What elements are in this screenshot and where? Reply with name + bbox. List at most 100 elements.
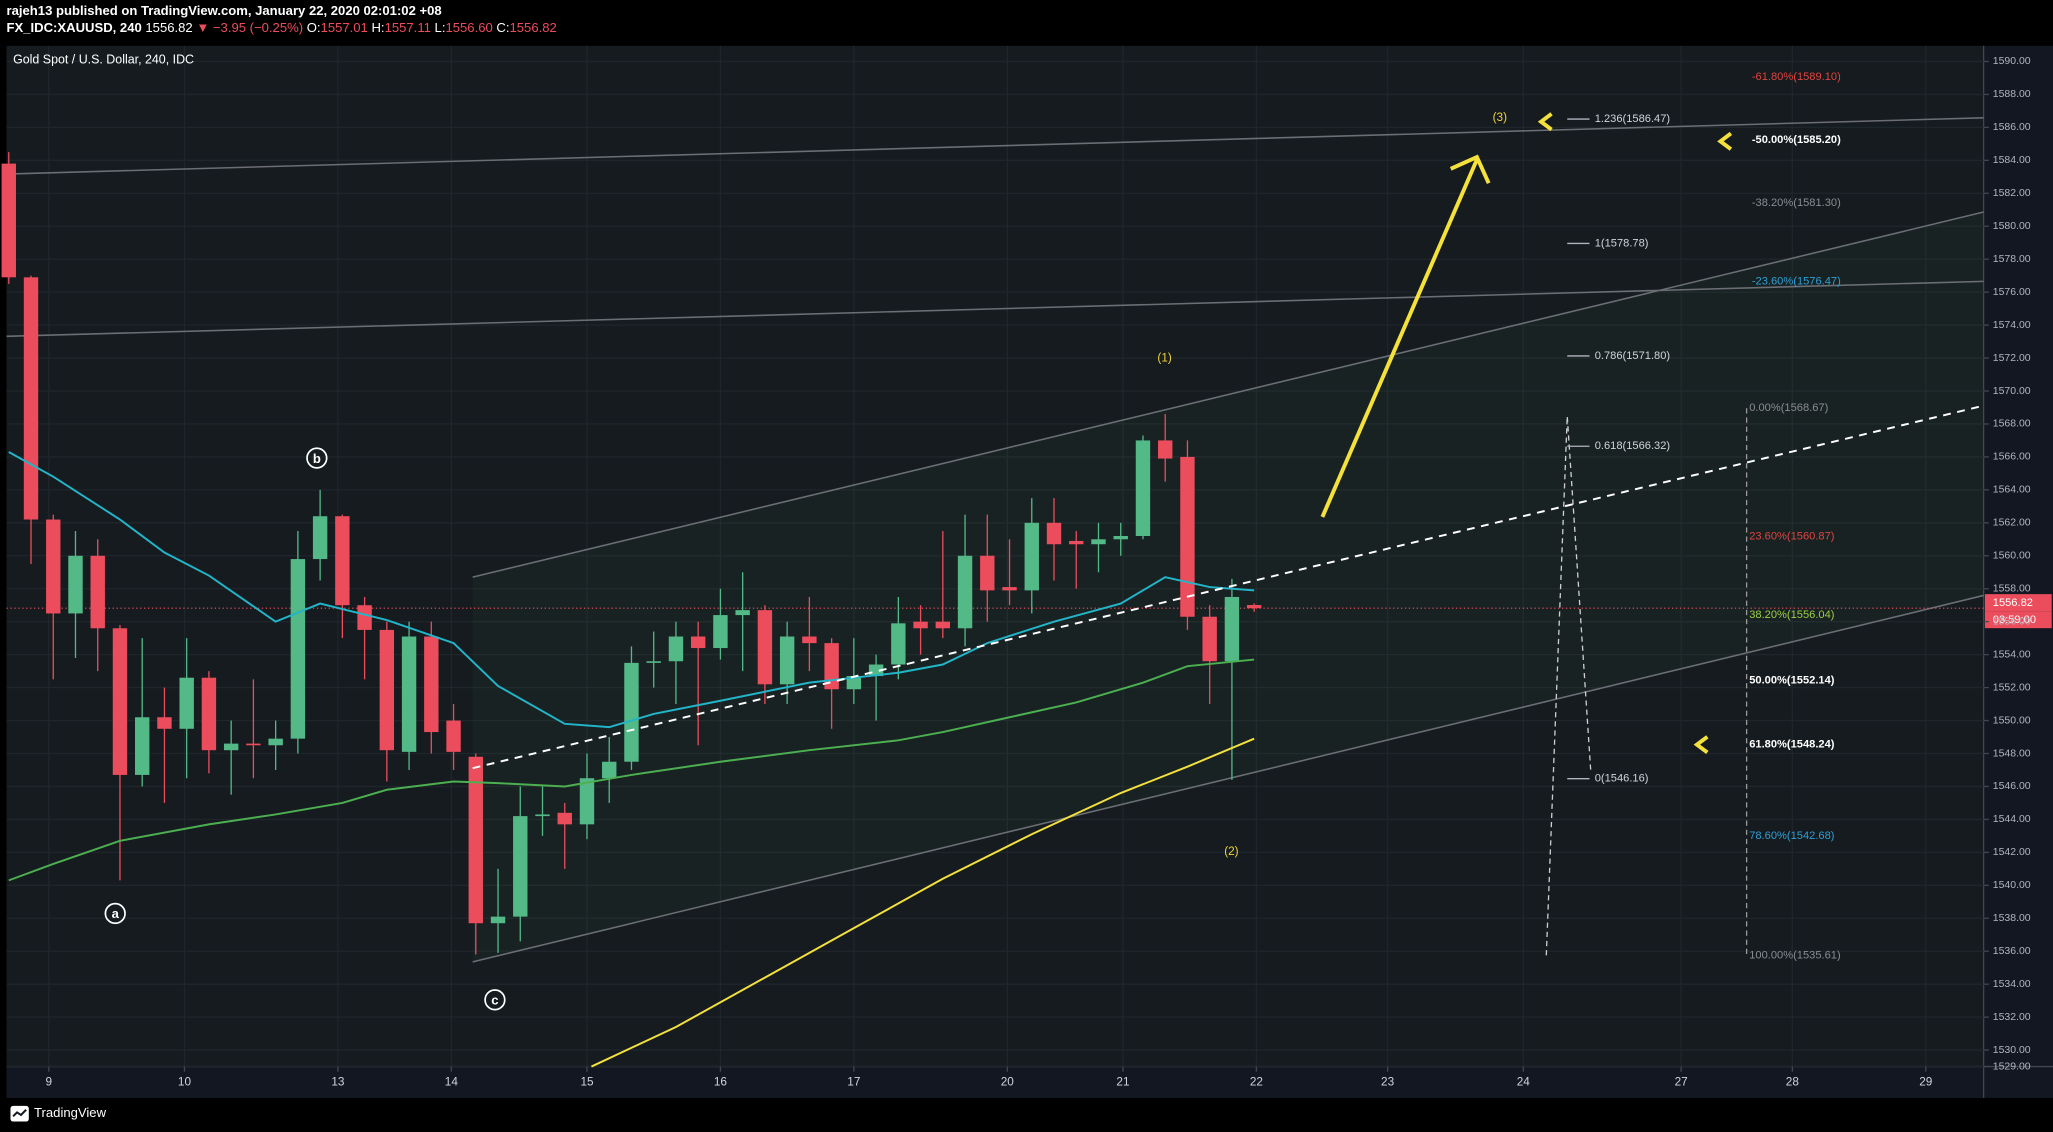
trend-line (472, 594, 1984, 963)
y-tick-label: 1534.00 (1993, 979, 2031, 990)
candle-body (713, 615, 728, 649)
y-tick-label: 1568.00 (1993, 419, 2031, 430)
candle-body (1113, 536, 1128, 540)
y-tick-label: 1540.00 (1993, 880, 2031, 891)
candle-body (112, 628, 128, 775)
candle-body (46, 519, 61, 614)
y-tick-label: 1562.00 (1993, 518, 2031, 529)
candle-body (201, 677, 217, 751)
wave-label: (1) (1157, 352, 1171, 365)
y-tick-label: 1544.00 (1993, 814, 2031, 825)
time-axis (6, 1066, 2053, 1098)
x-tick-label: 27 (1675, 1075, 1688, 1088)
y-tick-label: 1538.00 (1993, 913, 2031, 924)
fib-retr-label: 38.20%(1556.04) (1749, 609, 1835, 621)
l-label: L: (435, 20, 446, 35)
y-tick-label: 1554.00 (1993, 649, 2031, 660)
y-tick-label: 1574.00 (1993, 320, 2031, 331)
candle-body (1002, 587, 1017, 591)
y-tick-label: 1580.00 (1993, 221, 2031, 232)
candle-body (980, 555, 995, 591)
y-tick-label: 1572.00 (1993, 353, 2031, 364)
candle-body (179, 677, 194, 729)
y-tick-label: 1560.00 (1993, 551, 2031, 562)
last: 1556.82 (145, 20, 192, 35)
fib-retr-label: 100.00%(1535.61) (1749, 949, 1841, 961)
y-tick-label: 1536.00 (1993, 946, 2031, 957)
channel-fill (472, 212, 1984, 962)
x-tick-label: 15 (580, 1075, 594, 1088)
change: ▼ −3.95 (−0.25%) (196, 20, 303, 35)
candle-body (1135, 440, 1151, 537)
y-tick-label: 1548.00 (1993, 748, 2031, 759)
wave-label: (2) (1224, 845, 1238, 858)
wave-label: c (491, 993, 498, 1008)
candle-body (802, 636, 817, 644)
candle-body (1202, 616, 1217, 662)
wave-circle (484, 989, 506, 1011)
candle-body (490, 916, 506, 924)
x-tick-label: 16 (714, 1075, 728, 1088)
candle-body (68, 555, 83, 614)
high: 1557.11 (385, 20, 431, 35)
candle-body (268, 738, 283, 746)
candle-body (957, 555, 973, 629)
x-tick-label: 20 (1001, 1075, 1015, 1088)
candle-body (1046, 522, 1062, 545)
fib-retr-label: 78.60%(1542.68) (1749, 830, 1835, 842)
x-tick-label: 24 (1517, 1075, 1531, 1088)
x-tick-label: 22 (1250, 1075, 1263, 1088)
candle-body (757, 610, 773, 685)
wave-circle (104, 902, 126, 925)
x-tick-label: 21 (1116, 1075, 1129, 1088)
candle-body (735, 610, 750, 616)
wave-label: (3) (1493, 111, 1507, 124)
open: 1557.01 (321, 20, 368, 35)
candle-body (357, 605, 372, 630)
candle-body (891, 623, 906, 665)
candle-body (579, 778, 595, 825)
fib-retr-label: 0.00%(1568.67) (1749, 402, 1828, 414)
fib-retr-label: 61.80%(1548.24) (1749, 739, 1835, 751)
candle-body (1246, 605, 1262, 609)
c-label: C: (496, 20, 509, 35)
candle-body (312, 516, 328, 560)
candle-body (290, 559, 306, 739)
y-tick-label: 1532.00 (1993, 1012, 2031, 1023)
candle-body (779, 636, 795, 685)
trend-line (6, 116, 1984, 175)
y-tick-label: 1582.00 (1993, 188, 2031, 199)
y-tick-label: 1558.00 (1993, 583, 2031, 594)
candle-body (513, 816, 528, 917)
candle-body (824, 643, 839, 690)
fib-retr-label: 23.60%(1560.87) (1749, 530, 1835, 542)
fib-retr-label: -61.80%(1589.10) (1752, 71, 1841, 83)
symbol: FX_IDC:XAUUSD, 240 (7, 20, 142, 35)
o-label: O: (307, 20, 321, 35)
fib-ext-label: 1.236(1586.47) (1595, 113, 1671, 125)
countdown-box (1984, 611, 2052, 629)
x-tick-label: 14 (445, 1075, 459, 1088)
candle-body (535, 814, 550, 817)
candle-body (1180, 456, 1195, 617)
y-tick-label: 1578.00 (1993, 254, 2031, 265)
indicator-line (8, 658, 1255, 882)
y-tick-label: 1564.00 (1993, 485, 2031, 496)
y-tick-label: 1566.00 (1993, 452, 2031, 463)
candle-body (690, 636, 706, 649)
candle-body (668, 636, 684, 662)
fib-ext-label: 0(1546.16) (1595, 773, 1649, 785)
x-tick-label: 17 (847, 1075, 860, 1088)
y-tick-label: 1529.00 (1993, 1061, 2031, 1072)
fib-ext-label: 1(1578.78) (1595, 237, 1649, 249)
fib-ext-label: 0.786(1571.80) (1595, 350, 1671, 362)
wave-label: b (313, 451, 321, 466)
arrow-head (1449, 154, 1491, 185)
symbol-line: FX_IDC:XAUUSD, 240 1556.82 ▼ −3.95 (−0.2… (7, 20, 557, 35)
y-tick-label: 1542.00 (1993, 847, 2031, 858)
candle-body (379, 629, 395, 751)
wave-label: a (112, 906, 120, 921)
fib-retr-label: -38.20%(1581.30) (1752, 197, 1841, 209)
candle-body (913, 621, 928, 629)
y-tick-label: 1570.00 (1993, 386, 2031, 397)
